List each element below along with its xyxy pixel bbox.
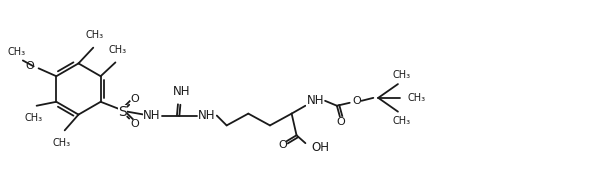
Text: O: O	[25, 61, 33, 71]
Text: NH: NH	[198, 109, 216, 122]
Text: CH₃: CH₃	[393, 70, 411, 80]
Text: O: O	[131, 94, 139, 104]
Text: OH: OH	[311, 141, 330, 154]
Text: O: O	[278, 140, 287, 150]
Text: S: S	[118, 105, 127, 119]
Text: CH₃: CH₃	[108, 44, 126, 54]
Text: NH: NH	[173, 85, 190, 98]
Text: O: O	[131, 119, 139, 129]
Text: NH: NH	[306, 94, 324, 107]
Text: CH₃: CH₃	[85, 30, 103, 40]
Text: O: O	[352, 96, 361, 106]
Text: CH₃: CH₃	[24, 113, 43, 123]
Text: O: O	[337, 117, 345, 127]
Text: NH: NH	[143, 109, 160, 122]
Text: CH₃: CH₃	[408, 93, 426, 103]
Text: CH₃: CH₃	[52, 138, 71, 148]
Text: CH₃: CH₃	[393, 116, 411, 125]
Text: CH₃: CH₃	[8, 48, 26, 57]
